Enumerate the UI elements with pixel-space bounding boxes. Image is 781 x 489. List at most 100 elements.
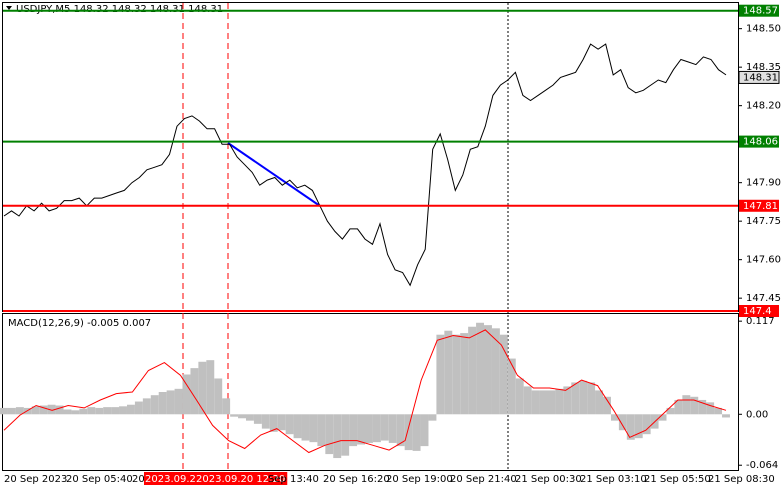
y-tick-label: -0.064 xyxy=(746,460,778,471)
histogram-bar xyxy=(357,414,365,445)
histogram-bar xyxy=(428,414,437,421)
histogram-bar xyxy=(87,407,96,415)
y-tick-label: 0.117 xyxy=(746,316,775,327)
histogram-bar xyxy=(595,390,604,415)
y-tick-label: 148.50 xyxy=(746,24,781,35)
histogram-bar xyxy=(55,405,64,415)
histogram-bar xyxy=(658,414,667,421)
histogram-bar xyxy=(555,388,564,415)
histogram-bar xyxy=(491,328,500,415)
histogram-bar xyxy=(63,409,72,415)
x-tick-label: 20 Sep 05:40 xyxy=(66,474,133,485)
histogram-bar xyxy=(666,407,675,415)
histogram-bar xyxy=(388,414,397,443)
histogram-bar xyxy=(412,414,421,451)
histogram-bar xyxy=(674,399,683,415)
x-label-highlight xyxy=(195,472,288,485)
level-label-box xyxy=(739,199,779,212)
histogram-bar xyxy=(7,407,16,415)
histogram-bar xyxy=(269,414,278,432)
histogram-bar xyxy=(531,390,540,415)
histogram-bar xyxy=(142,398,151,415)
histogram-bar xyxy=(245,414,254,421)
histogram-bar xyxy=(634,414,643,439)
histogram-bar xyxy=(166,390,175,415)
current-price-box xyxy=(738,70,780,84)
histogram-bar xyxy=(230,414,239,417)
level-label-box xyxy=(739,135,779,148)
histogram-bar xyxy=(404,414,413,451)
histogram-bar xyxy=(317,414,326,447)
level-label: 148.57 xyxy=(743,6,778,17)
histogram-bar xyxy=(547,390,556,415)
histogram-bar xyxy=(444,330,453,415)
histogram-bar xyxy=(206,360,215,415)
y-tick-label: 0.00 xyxy=(746,409,768,420)
histogram-bar xyxy=(182,374,191,415)
y-tick-label: 147.45 xyxy=(746,293,781,304)
price-line xyxy=(3,43,727,287)
histogram-bar xyxy=(642,414,651,435)
histogram-bar xyxy=(349,414,358,447)
histogram-bar xyxy=(214,378,223,415)
level-label: 147.81 xyxy=(743,201,778,212)
histogram-bar xyxy=(476,322,485,415)
y-tick-label: 148.20 xyxy=(746,101,781,112)
trend-line xyxy=(227,142,321,207)
histogram-bar xyxy=(452,334,461,415)
x-label-highlight xyxy=(144,472,198,485)
histogram-bar xyxy=(539,390,548,415)
histogram-bar xyxy=(23,407,32,415)
histogram-bar xyxy=(150,395,159,415)
level-label-box xyxy=(739,305,779,317)
histogram-bar xyxy=(714,407,723,415)
histogram-bar xyxy=(690,396,699,415)
histogram-bar xyxy=(333,414,342,459)
histogram-bar xyxy=(523,386,532,415)
histogram-bar xyxy=(238,414,246,419)
histogram-bar xyxy=(198,361,207,415)
y-tick-label: 147.75 xyxy=(746,216,781,227)
y-tick-label: 147.90 xyxy=(746,178,781,189)
histogram-bar xyxy=(484,325,492,415)
x-tick-label: 20 Sep 21:40 xyxy=(450,474,517,485)
histogram-bar xyxy=(31,406,40,415)
symbol-icon xyxy=(6,6,12,10)
histogram-bar xyxy=(119,406,127,415)
histogram-bar xyxy=(618,414,627,431)
histogram-bar xyxy=(436,334,445,415)
x-tick-label: 20 Sep 16:20 xyxy=(323,474,390,485)
histogram-bar xyxy=(571,382,580,415)
histogram-bar xyxy=(420,414,429,447)
histogram-bar xyxy=(372,414,381,443)
y-tick-label: 148.35 xyxy=(746,62,781,73)
histogram-bar xyxy=(174,388,183,415)
histogram-bar xyxy=(285,414,294,435)
histogram-bar xyxy=(698,399,707,415)
x-tick-label: 21 Sep 05:50 xyxy=(644,474,711,485)
histogram-bar xyxy=(222,398,231,415)
x-tick-label: 20 Sep 19:00 xyxy=(386,474,453,485)
histogram-bar xyxy=(682,395,691,415)
histogram-bar xyxy=(563,386,572,415)
histogram-bar xyxy=(190,368,199,415)
histogram-bar xyxy=(587,382,596,415)
histogram-bar xyxy=(396,414,405,447)
histogram-bar xyxy=(515,378,524,415)
histogram-bar xyxy=(47,404,56,415)
histogram-bar xyxy=(722,414,730,418)
histogram-bar xyxy=(126,404,135,415)
histogram-bar xyxy=(253,414,262,424)
x-tick-label: 20 xyxy=(132,474,145,485)
histogram-bar xyxy=(158,392,167,415)
x-tick-label: 21 Sep 03:10 xyxy=(580,474,647,485)
histogram-bar xyxy=(71,410,80,415)
histogram-bar xyxy=(380,414,389,441)
histogram-bar xyxy=(365,414,373,443)
histogram-bar xyxy=(610,414,619,421)
indicator-title: MACD(12,26,9) -0.005 0.007 xyxy=(8,318,151,329)
histogram-bar xyxy=(507,358,516,415)
macd-panel xyxy=(2,313,739,471)
histogram-bar xyxy=(603,396,611,415)
histogram-bar xyxy=(706,402,715,415)
